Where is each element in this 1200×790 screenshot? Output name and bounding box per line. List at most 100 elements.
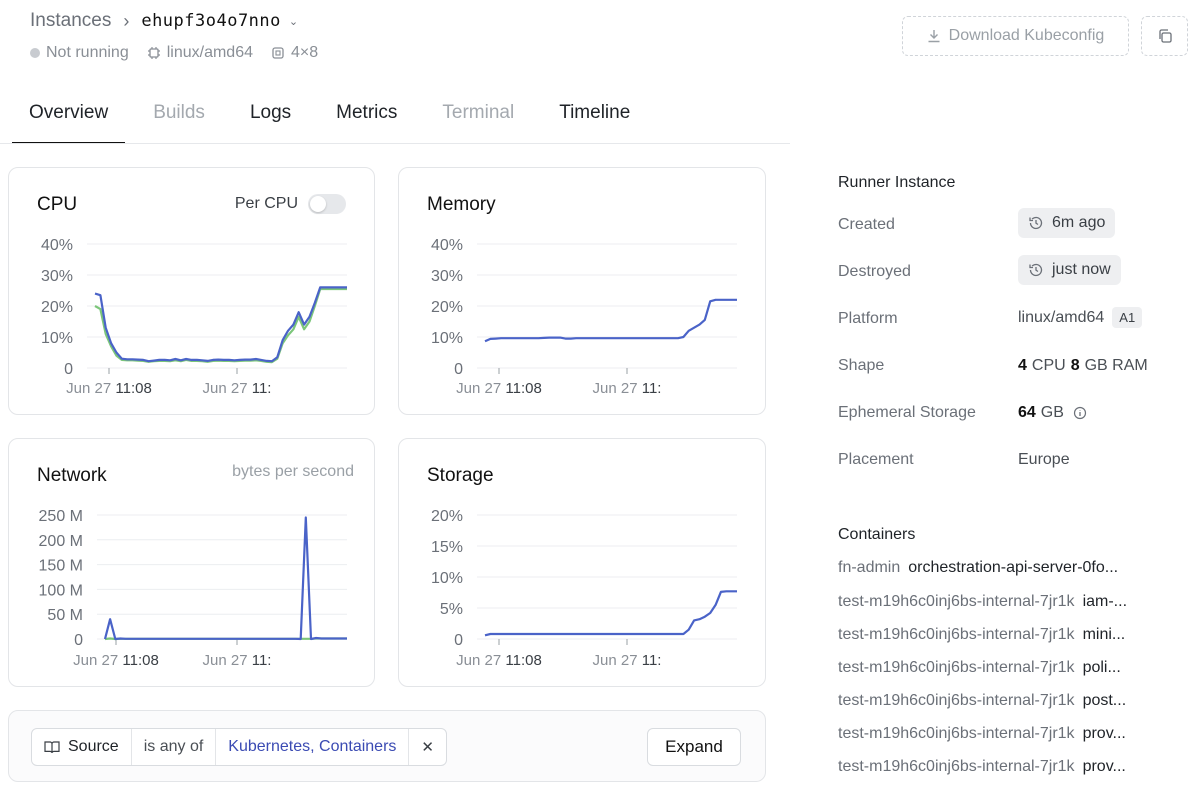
history-icon: [1029, 216, 1043, 230]
tab-metrics[interactable]: Metrics: [336, 102, 398, 123]
container-pod: test-m19h6c0inj6bs-internal-7jr1k: [838, 626, 1075, 643]
container-pod: fn-admin: [838, 559, 901, 576]
network-chart: 250 M 200 M 150 M 100 M 50 M 0 Jun 27 11:08 Jun…: [39, 508, 347, 669]
storage-label: Ephemeral Storage: [838, 404, 976, 421]
x-tick-label: Jun 27 11:: [593, 652, 662, 669]
copy-icon: [1158, 29, 1172, 43]
log-filter-bar: Source is any of Kubernetes, Containers …: [8, 710, 766, 782]
series-line-0: [484, 590, 737, 637]
y-tick-label: 0: [74, 632, 83, 649]
container-pod: test-m19h6c0inj6bs-internal-7jr1k: [838, 758, 1075, 775]
tab-timeline[interactable]: Timeline: [559, 102, 631, 123]
per-cpu-toggle[interactable]: [308, 194, 346, 214]
container-row[interactable]: test-m19h6c0inj6bs-internal-7jr1k poli...: [838, 659, 1178, 677]
instance-id[interactable]: ehupf3o4o7nno: [141, 11, 281, 31]
storage-unit: GB: [1040, 404, 1064, 421]
page-header: Instances › ehupf3o4o7nno ⌄ Not running …: [30, 8, 1200, 78]
series-line-1: [94, 287, 347, 364]
tab-overview[interactable]: Overview: [12, 92, 126, 144]
y-tick-label: 40%: [41, 237, 73, 254]
series-line-0: [94, 286, 347, 363]
filter-value[interactable]: Kubernetes, Containers: [216, 729, 410, 765]
tab-builds[interactable]: Builds: [153, 102, 205, 123]
runner-instance-heading: Runner Instance: [838, 174, 956, 191]
y-tick-label: 20%: [41, 299, 73, 316]
x-tick-label: Jun 27 11:: [203, 652, 272, 669]
container-row[interactable]: test-m19h6c0inj6bs-internal-7jr1k mini...: [838, 626, 1178, 644]
platform-text: linux/amd64: [166, 44, 253, 61]
x-tick-label: Jun 27 11:08: [456, 652, 542, 669]
series-line-0: [103, 516, 347, 641]
tab-divider: [0, 143, 790, 144]
y-tick-label: 200 M: [39, 533, 83, 550]
storage-card: Storage 20% 15% 10% 5% 0 Jun 27 11:08 Jun 27 1…: [398, 438, 766, 687]
per-cpu-toggle-group: Per CPU: [235, 194, 346, 214]
container-pod: test-m19h6c0inj6bs-internal-7jr1k: [838, 692, 1075, 709]
tab-logs[interactable]: Logs: [249, 102, 292, 123]
shape-meta: 4×8: [271, 44, 318, 62]
source-filter-pill: Source is any of Kubernetes, Containers …: [31, 728, 447, 766]
y-tick-label: 0: [64, 361, 73, 378]
info-icon[interactable]: [1073, 406, 1087, 420]
cpu-card-title: CPU: [37, 194, 78, 215]
expand-button[interactable]: Expand: [647, 728, 741, 766]
storage-value: 64 GB: [1018, 404, 1087, 422]
container-pod: test-m19h6c0inj6bs-internal-7jr1k: [838, 659, 1075, 676]
y-tick-label: 10%: [41, 330, 73, 347]
memory-card: Memory 40% 30% 20% 10% 0 Jun 27 11:08 Jun 27 1…: [398, 167, 766, 415]
cpu-chip-icon: [147, 47, 160, 59]
memory-chart: 40% 30% 20% 10% 0 Jun 27 11:08 Jun 27 11:: [431, 237, 737, 397]
destroyed-badge: just now: [1018, 255, 1121, 285]
shape-value: 4 CPU 8 GB RAM: [1018, 357, 1148, 375]
filter-operator[interactable]: is any of: [132, 729, 217, 765]
y-tick-label: 100 M: [39, 582, 83, 599]
container-pod: test-m19h6c0inj6bs-internal-7jr1k: [838, 725, 1075, 742]
filter-field[interactable]: Source: [32, 729, 132, 765]
container-row[interactable]: test-m19h6c0inj6bs-internal-7jr1k prov...: [838, 758, 1178, 776]
storage-amount: 64: [1018, 404, 1036, 421]
shape-ram-amount: 8: [1070, 357, 1080, 374]
containers-heading: Containers: [838, 526, 916, 543]
container-name: prov...: [1082, 725, 1126, 742]
container-name: post...: [1082, 692, 1127, 709]
storage-card-title: Storage: [427, 465, 494, 486]
breadcrumb-separator-icon: ›: [123, 10, 130, 31]
tab-bar: Overview Builds Logs Metrics Terminal Ti…: [12, 92, 658, 144]
status-indicator: Not running: [30, 44, 129, 62]
y-tick-label: 30%: [41, 268, 73, 285]
status-dot-icon: [30, 48, 40, 58]
container-name: mini...: [1082, 626, 1126, 643]
remove-filter-button[interactable]: ✕: [409, 729, 446, 765]
x-tick-label: Jun 27 11:08: [73, 652, 159, 669]
y-tick-label: 0: [454, 361, 463, 378]
per-cpu-label: Per CPU: [234, 195, 298, 212]
platform-label: Platform: [838, 310, 898, 327]
container-row[interactable]: test-m19h6c0inj6bs-internal-7jr1k prov...: [838, 725, 1178, 743]
destroyed-text: just now: [1052, 261, 1111, 278]
network-card-title: Network: [37, 465, 107, 486]
shape-ram-unit: GB RAM: [1084, 357, 1148, 374]
created-badge: 6m ago: [1018, 208, 1116, 238]
breadcrumb: Instances › ehupf3o4o7nno ⌄: [30, 8, 298, 34]
container-name: poli...: [1082, 659, 1121, 676]
book-icon: [44, 741, 60, 754]
close-icon: ✕: [421, 739, 434, 756]
copy-button[interactable]: [1141, 16, 1188, 56]
tab-terminal[interactable]: Terminal: [442, 102, 515, 123]
destroyed-value: just now: [1018, 255, 1121, 285]
download-kubeconfig-button[interactable]: Download Kubeconfig: [902, 16, 1129, 56]
platform-value: linux/amd64 A1: [1018, 307, 1143, 328]
placement-label: Placement: [838, 451, 914, 468]
y-tick-label: 10%: [431, 330, 463, 347]
download-icon: [928, 30, 940, 43]
y-tick-label: 250 M: [39, 508, 83, 525]
container-row[interactable]: test-m19h6c0inj6bs-internal-7jr1k post...: [838, 692, 1178, 710]
y-tick-label: 40%: [431, 237, 463, 254]
breadcrumb-instances-link[interactable]: Instances: [30, 10, 112, 31]
y-tick-label: 15%: [431, 539, 463, 556]
container-row[interactable]: fn-admin orchestration-api-server-0fo...: [838, 559, 1178, 577]
y-tick-label: 150 M: [39, 558, 83, 575]
chevron-down-icon[interactable]: ⌄: [288, 15, 299, 28]
instance-meta: Not running linux/amd64 4×8: [30, 44, 318, 62]
container-row[interactable]: test-m19h6c0inj6bs-internal-7jr1k iam-...: [838, 593, 1178, 611]
